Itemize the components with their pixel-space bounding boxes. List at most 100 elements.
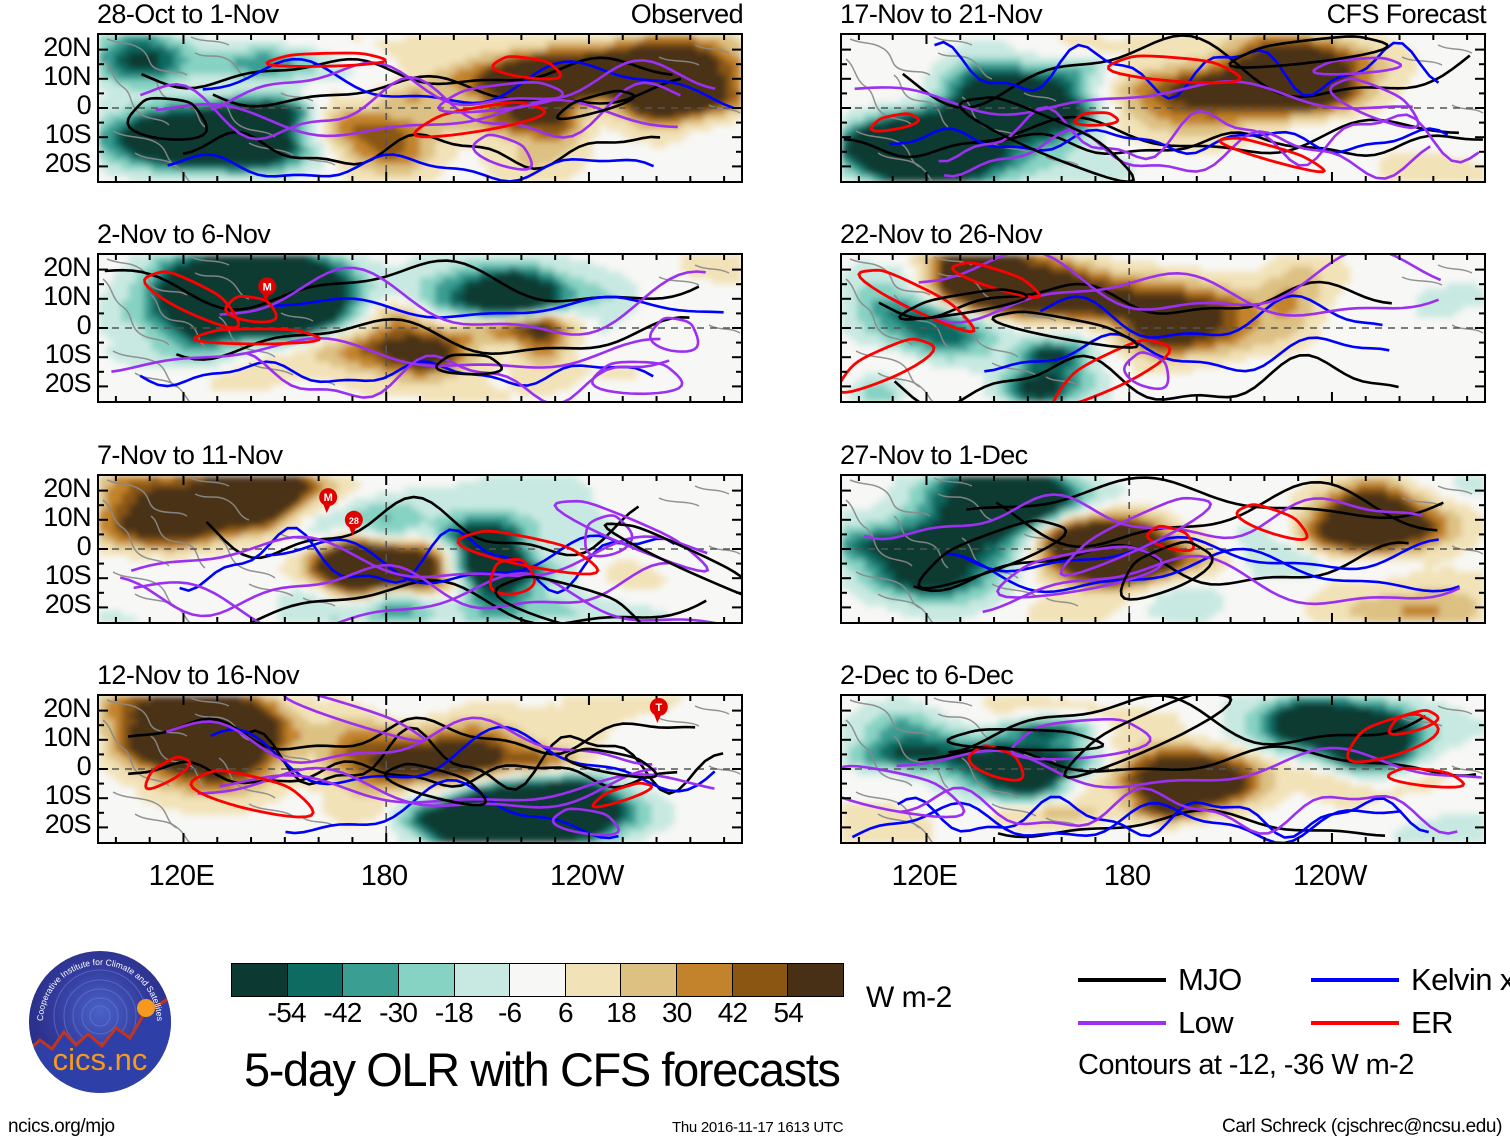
legend-line-swatch [1078, 977, 1166, 982]
y-tick-label: 10S [44, 560, 92, 591]
panel-1: 28-Oct to 1-Nov Observed [97, 1, 744, 213]
colorbar-tick: 30 [662, 997, 692, 1028]
y-tick-label: 0 [76, 90, 92, 120]
legend-entry-er: ER [1311, 1007, 1453, 1038]
y-tick-label: 10N [43, 721, 91, 752]
coastlines [102, 36, 741, 181]
axis-ticks [99, 255, 741, 401]
x-tick-label: 120E [891, 860, 958, 892]
footer-author: Carl Schreck (cjschrec@ncsu.edu) [1222, 1116, 1502, 1137]
axis-ticks [99, 476, 741, 622]
column-header-cfs-forecast: CFS Forecast [1326, 0, 1487, 29]
map-plot-area[interactable] [97, 33, 743, 183]
wave-contours [119, 495, 741, 622]
y-tick-label: 10N [43, 280, 91, 311]
y-tick-label: 20S [44, 148, 92, 179]
svg-text:M: M [263, 281, 272, 293]
colorbar-tick: 54 [773, 997, 804, 1028]
map-plot-area[interactable] [840, 33, 1486, 183]
colorbar-units-label: W m-2 [866, 981, 952, 1014]
axis-ticks [842, 696, 1484, 842]
colorbar-tick: -6 [497, 997, 522, 1028]
storm-marker[interactable]: M [319, 488, 338, 514]
y-tick-label: 20S [44, 809, 92, 840]
legend-label: MJO [1178, 962, 1242, 997]
legend-line-swatch [1311, 977, 1399, 982]
y-tick-label: 10S [44, 780, 92, 811]
colorbar-segment-3 [398, 964, 455, 996]
olr-colorbar [231, 963, 844, 997]
colorbar-segment-5 [510, 964, 566, 996]
colorbar-tick: 18 [606, 997, 636, 1028]
storm-marker[interactable]: M [258, 277, 277, 303]
panel-title: 7-Nov to 11-Nov [97, 440, 283, 470]
footer-website[interactable]: ncics.org/mjo [8, 1116, 115, 1137]
legend-label: ER [1411, 1005, 1453, 1040]
legend-label: Kelvin x2 [1411, 962, 1510, 997]
colorbar-segment-8 [677, 964, 733, 996]
contour-level-note: Contours at -12, -36 W m-2 [1078, 1049, 1414, 1081]
panel-title: 27-Nov to 1-Dec [840, 440, 1028, 470]
coastlines [102, 697, 741, 842]
coastlines [845, 697, 1484, 842]
x-tick-label: 120W [1293, 860, 1367, 892]
y-tick-label: 10S [44, 119, 92, 150]
coastlines [845, 477, 1484, 622]
y-tick-label: 20S [44, 589, 92, 620]
panel-title: 22-Nov to 26-Nov [840, 219, 1043, 249]
colorbar-tick: 42 [717, 997, 748, 1028]
wave-contours [126, 51, 735, 181]
wave-contours [843, 35, 1483, 181]
map-plot-area[interactable] [840, 694, 1486, 844]
map-plot-area[interactable] [840, 474, 1486, 624]
map-plot-area[interactable]: T [97, 694, 743, 844]
colorbar-tick: -42 [323, 997, 362, 1028]
wave-contours [104, 259, 724, 401]
panel-3: 7-Nov to 11-Nov M 28 [97, 442, 743, 654]
map-plot-area[interactable]: M 28 [97, 474, 743, 624]
cics-nc-logo: Cooperative Institute for Climate and Sa… [26, 948, 174, 1096]
colorbar-segment-1 [287, 964, 344, 996]
y-tick-label: 20N [43, 472, 91, 503]
y-tick-label: 0 [76, 310, 92, 340]
legend-line-swatch [1078, 1020, 1166, 1025]
colorbar-segment-10 [788, 964, 844, 996]
colorbar-segment-7 [621, 964, 678, 996]
x-axis-labels-left-column: 120E 180 120W [97, 862, 739, 902]
axis-ticks [842, 476, 1484, 622]
axis-ticks [99, 696, 741, 842]
legend-label: Low [1178, 1005, 1234, 1040]
legend-entry-mjo: MJO [1078, 964, 1242, 995]
colorbar-segment-2 [343, 964, 399, 996]
colorbar-tick-labels: -54 -42 -30 -18 -6 6 18 30 42 54 [231, 999, 844, 1031]
colorbar-tick: 6 [557, 997, 574, 1028]
panel-5: 17-Nov to 21-Nov CFS Forecast [840, 1, 1487, 213]
x-tick-label: 180 [360, 860, 408, 892]
panel-7: 27-Nov to 1-Dec [840, 442, 1486, 654]
colorbar-segment-9 [732, 964, 789, 996]
axis-ticks [842, 255, 1484, 401]
panel-4: 12-Nov to 16-Nov T [97, 662, 743, 874]
footer-timestamp: Thu 2016-11-17 1613 UTC [672, 1119, 844, 1136]
legend-entry-kelvin-x2: Kelvin x2 [1311, 964, 1510, 995]
map-plot-area[interactable] [840, 253, 1486, 403]
panel-6: 22-Nov to 26-Nov [840, 221, 1486, 433]
legend-line-swatch [1311, 1020, 1399, 1025]
storm-marker[interactable]: T [649, 697, 668, 723]
storm-marker[interactable]: 28 [344, 510, 363, 536]
x-tick-label: 120E [148, 860, 215, 892]
y-tick-label: 0 [76, 751, 92, 781]
y-tick-label: 10N [43, 501, 91, 532]
panel-title: 17-Nov to 21-Nov [840, 0, 1043, 29]
axis-ticks [99, 35, 741, 181]
map-plot-area[interactable]: M [97, 253, 743, 403]
colorbar-segment-0 [232, 964, 288, 996]
y-tick-label: 20N [43, 251, 91, 282]
panel-title: 2-Nov to 6-Nov [97, 219, 271, 249]
x-tick-label: 180 [1103, 860, 1151, 892]
x-axis-labels-right-column: 120E 180 120W [840, 862, 1482, 902]
colorbar-tick: -54 [267, 997, 307, 1028]
colorbar-tick: -18 [434, 997, 474, 1028]
y-tick-label: 10N [43, 60, 91, 91]
panel-title: 12-Nov to 16-Nov [97, 660, 300, 690]
